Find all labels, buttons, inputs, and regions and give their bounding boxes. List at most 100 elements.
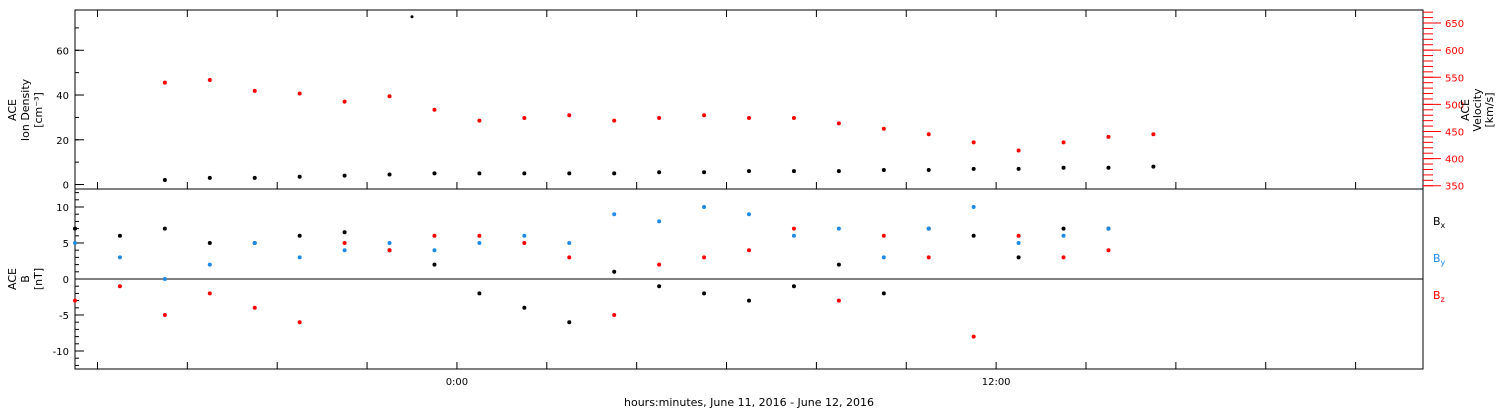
density-point xyxy=(836,169,841,174)
velocity-point xyxy=(477,118,482,123)
field-point-bx xyxy=(162,226,167,231)
top-panel: 0 20 40 60 350 400 450 500 550 600 650 ACE Ion De… xyxy=(6,9,1496,193)
bottom-left-label-line1: ACE xyxy=(6,268,19,290)
field-point-bz xyxy=(207,291,212,296)
field-point-bz xyxy=(1106,248,1111,253)
field-point-bx xyxy=(1061,226,1066,231)
density-point xyxy=(747,169,751,174)
field-point-bx xyxy=(702,291,707,296)
right-tick-label: 500 xyxy=(1445,100,1464,111)
velocity-point xyxy=(567,113,572,118)
bottom-tick-label: 0 xyxy=(63,275,69,286)
top-right-label-line1: ACE xyxy=(1459,99,1472,121)
field-point-bz xyxy=(836,298,841,303)
top-right-axis: 350 400 450 500 550 600 650 xyxy=(1423,11,1464,193)
field-point-bz xyxy=(702,255,707,260)
velocity-point xyxy=(387,94,392,99)
field-point-bz xyxy=(657,262,662,267)
bottom-left-label-line3: [nT] xyxy=(32,268,45,290)
field-point-bz xyxy=(252,305,257,310)
field-point-by xyxy=(73,241,77,245)
field-point-by xyxy=(567,241,572,245)
field-point-bz xyxy=(567,255,572,260)
legend-item-y: By xyxy=(1433,252,1446,267)
field-point-bz xyxy=(162,313,167,317)
field-point-bx xyxy=(432,262,437,267)
magnetic-field-series xyxy=(73,205,1111,339)
right-tick-label: 450 xyxy=(1445,128,1464,139)
field-point-by xyxy=(657,219,662,224)
legend: Bx By Bz xyxy=(1433,215,1446,304)
velocity-point xyxy=(836,121,841,126)
x-axis: 0:00 12:00 xyxy=(96,10,1357,388)
density-point xyxy=(702,170,707,175)
field-point-bz xyxy=(791,226,796,231)
density-point xyxy=(1106,165,1111,170)
density-point xyxy=(1016,166,1021,171)
right-tick-label: 600 xyxy=(1445,46,1464,57)
density-point xyxy=(432,171,437,176)
top-left-axis: 0 20 40 60 xyxy=(56,27,84,192)
top-right-label-line3: [km/s] xyxy=(1483,92,1496,127)
field-point-bx xyxy=(747,298,751,303)
field-point-bz xyxy=(747,248,751,253)
field-point-bz xyxy=(1061,255,1066,260)
velocity-point xyxy=(926,132,931,137)
field-point-by xyxy=(162,277,167,281)
top-right-label-line2: Velocity xyxy=(1471,88,1484,132)
field-point-by xyxy=(1016,241,1021,245)
field-point-bz xyxy=(297,320,302,325)
field-point-by xyxy=(432,248,437,253)
velocity-point xyxy=(522,115,527,120)
bottom-tick-label: 5 xyxy=(63,239,69,250)
velocity-point xyxy=(432,107,437,112)
velocity-point xyxy=(881,126,886,131)
field-point-by xyxy=(252,241,257,245)
field-point-bz xyxy=(926,255,931,260)
velocity-point xyxy=(791,115,796,120)
top-left-label-line1: ACE xyxy=(6,99,19,121)
field-point-bx xyxy=(881,291,886,296)
right-tick-label: 400 xyxy=(1445,155,1464,166)
density-point xyxy=(657,170,662,175)
velocity-point xyxy=(747,115,751,120)
field-point-by xyxy=(791,233,796,238)
density-point xyxy=(477,171,482,176)
field-point-bz xyxy=(387,248,392,253)
velocity-point xyxy=(657,115,662,120)
velocity-point xyxy=(297,91,302,96)
density-point xyxy=(567,171,572,176)
field-point-bx xyxy=(342,230,347,235)
field-point-by xyxy=(971,205,976,209)
bottom-tick-label: 10 xyxy=(56,203,69,214)
x-axis-title: hours:minutes, June 11, 2016 - June 12, … xyxy=(624,396,874,409)
density-point xyxy=(207,175,212,180)
density-point xyxy=(971,166,976,171)
field-point-by xyxy=(702,205,707,209)
density-point xyxy=(297,174,302,179)
top-panel-frame xyxy=(74,9,1424,190)
density-outlier-point xyxy=(410,15,414,19)
velocity-point xyxy=(612,118,617,123)
velocity-point xyxy=(971,140,976,145)
field-point-bz xyxy=(881,233,886,238)
x-tick-label: 0:00 xyxy=(446,377,468,388)
left-tick-label: 20 xyxy=(56,136,69,147)
right-tick-label: 650 xyxy=(1445,19,1464,30)
field-point-bz xyxy=(971,334,976,339)
bottom-left-label-line2: B xyxy=(19,275,32,283)
density-point xyxy=(926,167,931,172)
field-point-bx xyxy=(477,291,482,296)
field-point-bx xyxy=(971,233,976,238)
density-point xyxy=(791,169,796,174)
field-point-by xyxy=(836,226,841,231)
field-point-by xyxy=(881,255,886,260)
velocity-point xyxy=(162,80,167,85)
density-series xyxy=(162,15,1156,183)
field-point-bx xyxy=(73,226,77,231)
field-point-bz xyxy=(432,233,437,238)
field-point-by xyxy=(117,255,122,260)
density-point xyxy=(252,175,257,180)
field-point-bz xyxy=(477,233,482,238)
